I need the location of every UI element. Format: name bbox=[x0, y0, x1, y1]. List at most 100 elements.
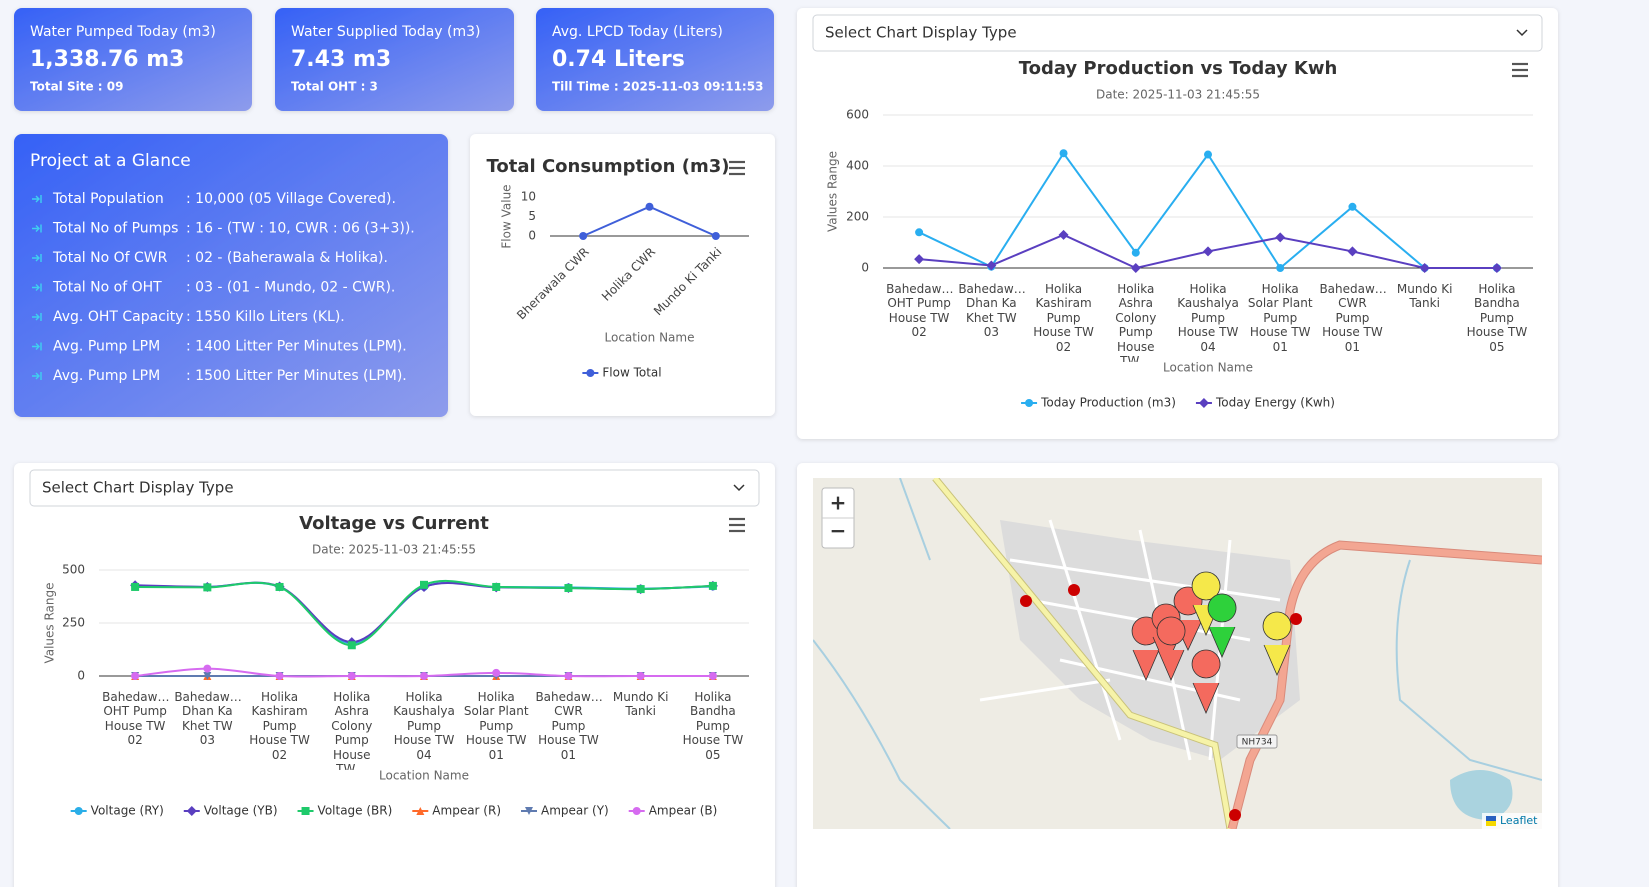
point bbox=[1419, 263, 1430, 273]
glance-card bbox=[14, 134, 448, 417]
menu-icon[interactable] bbox=[729, 160, 745, 176]
point bbox=[708, 581, 717, 590]
point bbox=[275, 582, 284, 591]
x-tick-label: Holika Solar Plant Pump House TW 01 bbox=[1247, 282, 1313, 354]
point bbox=[1058, 229, 1069, 240]
zoom-out[interactable]: − bbox=[830, 519, 847, 543]
kpi-footer: Total Site : 09 bbox=[30, 80, 123, 94]
select-text[interactable]: Select Chart Display Type bbox=[825, 24, 1017, 42]
select-text[interactable]: Select Chart Display Type bbox=[42, 479, 234, 497]
kpi-footer: Till Time : 2025-11-03 09:11:53 bbox=[552, 80, 763, 94]
point bbox=[420, 672, 428, 680]
point bbox=[131, 672, 140, 680]
legend-label: Ampear (Y) bbox=[541, 804, 609, 818]
menu-icon[interactable] bbox=[1512, 62, 1528, 78]
legend-label: Today Production (m3) bbox=[1040, 396, 1176, 410]
point bbox=[1130, 263, 1141, 273]
point bbox=[1347, 246, 1358, 257]
x-tick-label: Bahedaw… OHT Pump House TW 02 bbox=[886, 282, 954, 340]
zoom-in[interactable]: + bbox=[830, 491, 847, 515]
x-tick-label: Mundo Ki Tanki bbox=[1396, 282, 1453, 311]
x-tick-label: Holika Solar Plant Pump House TW 01 bbox=[464, 690, 529, 762]
select[interactable]: Select Chart Display Type bbox=[29, 469, 760, 507]
glance-label: Avg. Pump LPM bbox=[53, 339, 160, 355]
glance-label: Avg. OHT Capacity bbox=[53, 309, 184, 325]
point bbox=[203, 664, 212, 673]
x-tick-label: Bahedaw… Dhan Ka Khet TW 03 bbox=[174, 690, 242, 748]
x-tick-label: Holika Kashiram Pump House TW 02 bbox=[1033, 282, 1094, 354]
road-label: NH734 bbox=[1242, 738, 1273, 748]
point bbox=[74, 807, 83, 815]
chart-title: Total Consumption (m3) bbox=[487, 156, 730, 177]
x-tick-label: Bahedaw… CWR Pump House TW 01 bbox=[1319, 282, 1387, 354]
glance-label: Total No of Pumps bbox=[52, 221, 178, 237]
chart-title: Voltage vs Current bbox=[299, 513, 489, 534]
attribution[interactable]: Leaflet bbox=[1500, 814, 1538, 827]
point bbox=[632, 807, 641, 815]
x-tick-label: Holika Kaushalya Pump House TW 04 bbox=[393, 690, 455, 762]
x-tick-label: Holika Kashiram Pump House TW 02 bbox=[249, 690, 310, 762]
legend-label: Voltage (BR) bbox=[318, 804, 393, 818]
y-tick-label: 200 bbox=[846, 210, 869, 224]
glance-label: Total No Of CWR bbox=[52, 250, 168, 266]
point bbox=[420, 580, 428, 589]
point bbox=[492, 582, 501, 591]
glance-value: : 1500 Litter Per Minutes (LPM). bbox=[186, 368, 407, 384]
x-axis-label: Location Name bbox=[605, 331, 695, 345]
kpi-title: Water Supplied Today (m3) bbox=[291, 24, 481, 40]
glance-value: : 16 - (TW : 10, CWR : 06 (3+3)). bbox=[186, 221, 415, 237]
legend: Today Production (m3) Today Energy (Kwh) bbox=[1021, 396, 1335, 410]
x-tick-label: Holika Kashiram Pump House TW 02 bbox=[249, 690, 310, 762]
x-tick-label: Bahedaw… CWR Pump House TW 01 bbox=[535, 690, 603, 762]
row-icon bbox=[32, 224, 42, 233]
row-icon bbox=[32, 195, 42, 203]
point bbox=[636, 672, 645, 680]
y-tick-label: 10 bbox=[521, 190, 536, 204]
point bbox=[708, 672, 717, 680]
menu-icon[interactable] bbox=[729, 517, 745, 533]
kpi-title: Water Pumped Today (m3) bbox=[30, 24, 216, 40]
glance-value: : 1400 Litter Per Minutes (LPM). bbox=[186, 339, 407, 355]
point bbox=[1348, 202, 1357, 211]
glance-label: Total Population bbox=[52, 191, 164, 207]
point bbox=[1131, 248, 1140, 257]
point bbox=[579, 232, 588, 240]
point bbox=[915, 228, 924, 237]
kpi-card bbox=[14, 8, 252, 111]
row-icon bbox=[32, 313, 42, 321]
point bbox=[347, 641, 356, 650]
chart-subtitle: Date: 2025-11-03 21:45:55 bbox=[312, 543, 476, 557]
glance-value: : 02 - (Baherawala & Holika). bbox=[186, 250, 388, 266]
point bbox=[275, 672, 284, 680]
point bbox=[186, 806, 197, 816]
x-tick-label: Mundo Ki Tanki bbox=[1396, 282, 1453, 311]
x-axis-label: Location Name bbox=[1163, 361, 1253, 375]
x-tick-label: Holika Kashiram Pump House TW 02 bbox=[1033, 282, 1094, 354]
point bbox=[1059, 149, 1068, 158]
legend-label: Today Energy (Kwh) bbox=[1215, 396, 1335, 410]
x-tick-label: Bahedaw… CWR Pump House TW 01 bbox=[535, 690, 603, 762]
point bbox=[645, 202, 654, 211]
chart-subtitle: Date: 2025-11-03 21:45:55 bbox=[1096, 88, 1260, 102]
x-tick-label: Holika Bandha Pump House TW 05 bbox=[682, 690, 744, 762]
point bbox=[914, 254, 925, 265]
legend-label: Ampear (B) bbox=[649, 804, 718, 818]
kpi-title: Avg. LPCD Today (Liters) bbox=[552, 24, 723, 40]
y-axis-label: Values Range bbox=[43, 582, 57, 663]
point bbox=[347, 672, 356, 680]
point bbox=[564, 584, 573, 593]
row-icon bbox=[32, 372, 42, 380]
point bbox=[131, 582, 140, 591]
map[interactable]: NH734 + − Leaflet bbox=[813, 478, 1542, 829]
x-tick-label: Bahedaw… OHT Pump House TW 02 bbox=[102, 690, 169, 747]
y-axis-label: Flow Value bbox=[500, 184, 514, 248]
x-tick-label: Bahedaw… Dhan Ka Khet TW 03 bbox=[958, 282, 1026, 340]
kpi-value: 7.43 m3 bbox=[291, 47, 391, 72]
y-tick-label: 0 bbox=[861, 261, 869, 275]
y-tick-label: 5 bbox=[528, 209, 536, 223]
kpi-value: 0.74 Liters bbox=[552, 47, 685, 72]
select[interactable]: Select Chart Display Type bbox=[812, 14, 1543, 52]
y-tick-label: 0 bbox=[528, 229, 536, 243]
x-tick-label: Holika Bandha Pump House TW 05 bbox=[1466, 282, 1528, 354]
glance-value: : 03 - (01 - Mundo, 02 - CWR). bbox=[186, 280, 395, 296]
